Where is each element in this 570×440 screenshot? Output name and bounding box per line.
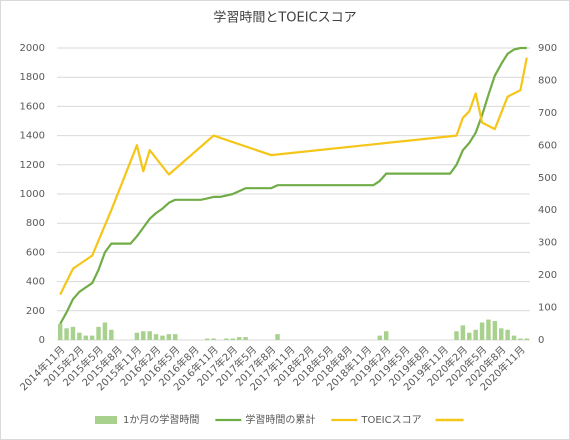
legend-label: 学習時間の累計 <box>245 413 315 426</box>
y-tick-label: 1800 <box>20 72 45 83</box>
bar <box>109 329 114 340</box>
y-tick-label: 1600 <box>20 101 45 112</box>
bar <box>467 332 472 340</box>
bar <box>524 338 530 340</box>
bar <box>511 335 517 340</box>
y2-tick-label: 100 <box>538 303 557 314</box>
bar <box>275 334 280 340</box>
bar <box>173 334 178 340</box>
legend-swatch <box>95 416 117 424</box>
y2-tick-label: 400 <box>538 205 557 216</box>
bar <box>160 335 165 340</box>
bar <box>224 338 229 340</box>
y2-tick-label: 500 <box>538 173 557 184</box>
bar <box>492 321 498 340</box>
bar <box>454 331 459 340</box>
bar <box>89 335 95 340</box>
y-tick-label: 400 <box>26 277 45 288</box>
legend-label: 1か月の学習時間 <box>123 413 199 426</box>
bar <box>486 319 491 340</box>
bar <box>141 331 146 340</box>
bar <box>204 338 210 340</box>
bar <box>505 329 510 340</box>
y-tick-label: 2000 <box>20 43 45 54</box>
bar <box>236 337 242 340</box>
y2-tick-label: 800 <box>538 75 557 86</box>
bar <box>230 338 236 340</box>
y-tick-label: 1200 <box>20 160 45 171</box>
bar <box>77 332 82 340</box>
y-tick-label: 200 <box>26 306 45 317</box>
bar <box>498 328 504 340</box>
bar <box>102 322 108 340</box>
bar <box>166 334 172 340</box>
bar <box>96 326 101 340</box>
bar <box>57 323 63 340</box>
bar <box>153 334 159 340</box>
bar <box>134 332 140 340</box>
bar <box>479 322 485 340</box>
y-tick-label: 800 <box>26 218 45 229</box>
y-tick-label: 1000 <box>20 189 45 200</box>
bar <box>211 338 216 340</box>
y2-tick-label: 200 <box>538 270 557 281</box>
bar <box>473 329 478 340</box>
y2-tick-label: 900 <box>538 43 557 54</box>
y-tick-label: 600 <box>26 247 45 258</box>
y2-tick-label: 600 <box>538 140 557 151</box>
bar <box>243 337 248 340</box>
bar <box>518 338 523 340</box>
legend-label: TOEICスコア <box>360 415 421 426</box>
bar <box>460 325 466 340</box>
line <box>59 57 528 296</box>
bar <box>70 326 76 340</box>
y2-tick-label: 0 <box>538 335 544 346</box>
bar <box>377 335 383 340</box>
y-tick-label: 0 <box>39 335 45 346</box>
bar <box>147 331 152 340</box>
y2-tick-label: 300 <box>538 238 557 249</box>
y2-tick-label: 700 <box>538 108 557 119</box>
y-tick-label: 1400 <box>20 131 45 142</box>
bar <box>83 335 89 340</box>
bar <box>64 328 69 340</box>
line <box>59 46 527 325</box>
chart-title: 学習時間とTOEICスコア <box>213 10 356 26</box>
bar <box>383 331 389 340</box>
